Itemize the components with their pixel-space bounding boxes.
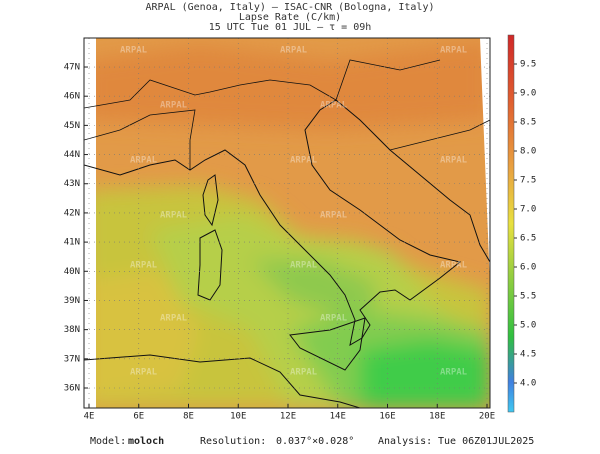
watermark: ARPAL <box>290 368 318 378</box>
lon-label: 10E <box>230 412 246 422</box>
lat-label: 41N <box>64 238 80 248</box>
footer-label: Resolution: <box>200 436 266 447</box>
lon-label: 18E <box>429 412 445 422</box>
watermark: ARPAL <box>320 211 348 221</box>
footer-label: Analysis: <box>378 436 432 447</box>
colorbar-label: 9.0 <box>520 89 536 99</box>
coastline <box>84 99 490 346</box>
watermark: ARPAL <box>290 261 318 271</box>
header-line: ARPAL (Genoa, Italy) – ISAC-CNR (Bologna… <box>146 2 435 13</box>
colorbar-label: 4.0 <box>520 379 536 389</box>
lat-label: 46N <box>64 92 80 102</box>
colorbar-label: 9.5 <box>520 60 536 70</box>
watermark: ARPAL <box>440 261 468 271</box>
lon-label: 16E <box>379 412 395 422</box>
field-edge <box>480 38 490 408</box>
watermark: ARPAL <box>280 46 308 56</box>
colorbar-label: 6.0 <box>520 263 536 273</box>
footer-value: 0.037°×0.028° <box>276 436 354 447</box>
colorbar-label: 8.0 <box>520 147 536 157</box>
lon-label: 4E <box>84 412 95 422</box>
colorbar-label: 7.5 <box>520 176 536 186</box>
lat-label: 38N <box>64 325 80 335</box>
watermark: ARPAL <box>120 46 148 56</box>
header-line: Lapse Rate (C/km) <box>239 12 341 23</box>
watermark: ARPAL <box>160 101 188 111</box>
field-shading <box>84 40 490 408</box>
lat-label: 44N <box>64 150 80 160</box>
sicily <box>289 317 366 371</box>
lon-label: 6E <box>133 412 144 422</box>
colorbar-label: 6.5 <box>520 234 536 244</box>
footer-value: moloch <box>128 436 164 447</box>
colorbar-label: 4.5 <box>520 350 536 360</box>
colorbar <box>507 34 515 413</box>
watermarks: ARPAL ARPAL ARPAL ARPAL ARPAL ARPAL ARPAL ARPAL… <box>120 46 468 378</box>
footer-value: Tue 06Z01JUL2025 <box>438 436 534 447</box>
lat-label: 43N <box>64 179 80 189</box>
lat-label: 39N <box>64 296 80 306</box>
lon-label: 14E <box>330 412 346 422</box>
graticule <box>84 38 490 408</box>
header-line: 15 UTC Tue 01 JUL – τ = 09h <box>209 22 372 33</box>
lat-label: 40N <box>64 267 80 277</box>
lon-label: 12E <box>280 412 296 422</box>
watermark: ARPAL <box>320 101 348 111</box>
map-frame <box>83 37 491 409</box>
africa-coast <box>84 354 361 408</box>
corsica <box>202 174 219 227</box>
lon-label: 8E <box>183 412 194 422</box>
watermark: ARPAL <box>440 156 468 166</box>
lat-label: 47N <box>64 63 80 73</box>
colorbar-label: 7.0 <box>520 205 536 215</box>
watermark: ARPAL <box>440 368 468 378</box>
border <box>84 59 490 170</box>
field: ARPAL ARPAL ARPAL ARPAL ARPAL ARPAL ARPAL ARPAL… <box>84 38 490 408</box>
watermark: ARPAL <box>130 156 158 166</box>
lat-label: 36N <box>64 384 80 394</box>
lon-label: 20E <box>479 412 495 422</box>
watermark: ARPAL <box>130 261 158 271</box>
colorbar-label: 5.5 <box>520 292 536 302</box>
colorbar-label: 5.0 <box>520 321 536 331</box>
lat-label: 45N <box>64 121 80 131</box>
watermark: ARPAL <box>130 368 158 378</box>
sardinia <box>197 229 223 301</box>
watermark: ARPAL <box>440 46 468 56</box>
field-edge <box>84 38 96 408</box>
watermark: ARPAL <box>160 314 188 324</box>
lat-label: 37N <box>64 354 80 364</box>
watermark: ARPAL <box>320 314 348 324</box>
lat-label: 42N <box>64 208 80 218</box>
footer-label: Model: <box>90 436 126 447</box>
colorbar-label: 8.5 <box>520 118 536 128</box>
watermark: ARPAL <box>160 211 188 221</box>
footer: Model: moloch Resolution: 0.037°×0.028° … <box>90 436 534 447</box>
watermark: ARPAL <box>290 156 318 166</box>
